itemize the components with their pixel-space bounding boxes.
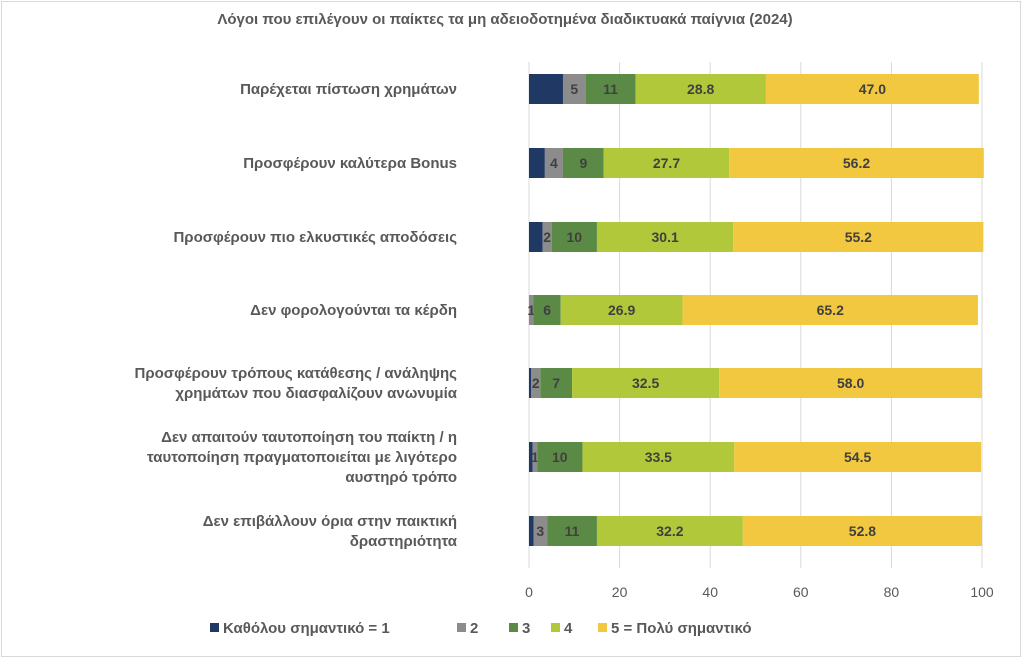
bar-segment <box>729 148 984 178</box>
bar-segment <box>572 368 720 398</box>
bar-segment <box>719 368 982 398</box>
bar-segment <box>560 295 683 325</box>
legend-swatch <box>210 623 219 632</box>
bar-segment <box>533 295 561 325</box>
bar-segment <box>585 74 636 104</box>
bar-segment <box>542 222 552 252</box>
legend-label: 2 <box>470 620 478 637</box>
category-label: ταυτοποίηση πραγματοποιείται με λιγότερο <box>147 449 457 466</box>
data-label: 11 <box>603 81 618 97</box>
bar-segment <box>529 74 563 104</box>
bar-segment <box>635 74 766 104</box>
legend-swatch <box>551 623 560 632</box>
data-label: 32.5 <box>632 375 659 391</box>
bar-segment <box>531 368 541 398</box>
bar-segment <box>533 516 548 546</box>
legend-swatch <box>509 623 518 632</box>
legend-label: 5 = Πολύ σημαντικό <box>611 620 752 637</box>
data-label: 2 <box>532 375 540 391</box>
data-label: 30.1 <box>652 229 679 245</box>
data-label: 1 <box>531 449 539 465</box>
bar-segment <box>537 442 583 472</box>
bar-segment <box>733 222 984 252</box>
data-label: 32.2 <box>656 523 683 539</box>
bar-segment <box>547 516 597 546</box>
data-label: 7 <box>552 375 560 391</box>
bar-segment <box>742 516 982 546</box>
data-label: 65.2 <box>817 302 844 318</box>
data-label: 56.2 <box>843 155 870 171</box>
x-tick-label: 100 <box>970 584 994 600</box>
x-tick-label: 40 <box>702 584 718 600</box>
legend-label: 3 <box>522 620 530 637</box>
legend-swatch <box>598 623 607 632</box>
data-label: 11 <box>565 523 580 539</box>
bar-segment <box>529 368 532 398</box>
bar-segment <box>540 368 573 398</box>
data-label: 55.2 <box>845 229 872 245</box>
bar-segment <box>734 442 982 472</box>
bar-segment <box>532 442 538 472</box>
x-tick-label: 80 <box>884 584 900 600</box>
x-tick-label: 0 <box>525 584 533 600</box>
data-label: 10 <box>552 449 568 465</box>
data-label: 26.9 <box>608 302 635 318</box>
bar-segment <box>603 148 730 178</box>
data-label: 27.7 <box>653 155 680 171</box>
chart-title: Λόγοι που επιλέγουν οι παίκτες τα μη αδε… <box>217 11 792 28</box>
data-label: 47.0 <box>859 81 886 97</box>
category-label: Δεν φορολογούνται τα κέρδη <box>250 302 457 319</box>
bar-segment <box>596 222 734 252</box>
data-label: 52.8 <box>849 523 876 539</box>
category-label: Προσφέρουν καλύτερα Bonus <box>243 155 457 172</box>
data-label: 58.0 <box>837 375 864 391</box>
bar-segment <box>682 295 978 325</box>
legend-label: Καθόλου σημαντικό = 1 <box>223 620 390 637</box>
bar-segment <box>562 74 586 104</box>
category-label: Προσφέρουν τρόπους κατάθεσης / ανάληψης <box>135 365 458 382</box>
bar-segment <box>544 148 563 178</box>
bar-segment <box>529 516 534 546</box>
data-label: 33.5 <box>645 449 672 465</box>
legend-swatch <box>457 623 466 632</box>
bar-segment <box>596 516 743 546</box>
category-label: χρημάτων που διασφαλίζουν ανωνυμία <box>175 385 457 402</box>
data-label: 1 <box>527 302 535 318</box>
category-label: Δεν επιβάλλουν όρια στην παικτική <box>203 513 457 530</box>
data-label: 4 <box>550 155 558 171</box>
data-label: 10 <box>567 229 583 245</box>
x-tick-label: 60 <box>793 584 809 600</box>
data-label: 9 <box>579 155 587 171</box>
category-label: δραστηριότητα <box>350 533 458 550</box>
data-label: 28.8 <box>687 81 714 97</box>
category-label: Προσφέρουν πιο ελκυστικές αποδόσεις <box>173 229 457 246</box>
legend-label: 4 <box>564 620 573 637</box>
category-label: Δεν απαιτούν ταυτοποίηση του παίκτη / η <box>161 429 457 446</box>
bar-segment <box>529 442 533 472</box>
bar-segment <box>582 442 735 472</box>
bar-segment <box>562 148 604 178</box>
data-label: 3 <box>536 523 544 539</box>
x-tick-label: 20 <box>612 584 628 600</box>
data-label: 5 <box>570 81 578 97</box>
data-label: 2 <box>543 229 551 245</box>
category-label: Παρέχεται πίστωση χρημάτων <box>240 81 457 98</box>
bar-segment <box>529 295 534 325</box>
bar-segment <box>529 222 543 252</box>
data-label: 54.5 <box>844 449 871 465</box>
bar-segment <box>529 148 545 178</box>
bar-segment <box>765 74 979 104</box>
data-label: 6 <box>543 302 551 318</box>
bar-segment <box>551 222 597 252</box>
category-label: αυστηρό τρόπο <box>345 469 457 486</box>
